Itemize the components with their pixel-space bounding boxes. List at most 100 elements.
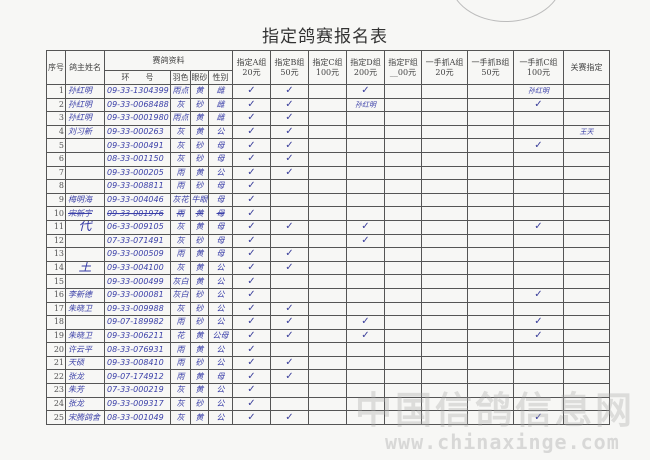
watermark-name: 中国信鸽信息网: [355, 389, 635, 432]
empty-cell: [421, 219, 468, 235]
empty-cell: [384, 274, 422, 289]
check-mark-icon: ✓: [232, 355, 271, 371]
empty-cell: [308, 410, 347, 425]
feather-color: 雨: [170, 342, 191, 357]
row-number: 17: [46, 301, 66, 317]
check-mark-icon: ✓: [270, 138, 309, 153]
owner-name: 天硕: [65, 355, 105, 371]
empty-cell: [346, 301, 385, 317]
check-mark-icon: ✓: [270, 260, 309, 276]
form-title: 指定鸽赛报名表: [262, 27, 388, 47]
ring-number: 09-07-189982: [104, 315, 171, 330]
empty-cell: [384, 233, 422, 249]
empty-cell: [563, 206, 610, 221]
feather-color: 花: [170, 328, 191, 344]
owner-name: [65, 151, 105, 167]
check-mark-icon: ✓: [232, 219, 271, 235]
check-mark-icon: ✓: [513, 287, 564, 303]
empty-cell: [563, 355, 610, 371]
check-mark-icon: ✓: [232, 301, 271, 317]
table-row: 13 09-33-000509 雨黄母 ✓ ✓: [46, 247, 610, 262]
owner-name: 刘习新: [65, 124, 105, 140]
empty-cell: [421, 165, 468, 181]
ring-number: 09-07-174912: [104, 369, 171, 385]
check-mark-icon: ✓: [232, 138, 271, 153]
row-number: 1: [46, 84, 66, 99]
sex: 公: [208, 301, 233, 317]
eye-sand: 黄: [190, 165, 209, 181]
empty-cell: [467, 206, 514, 221]
header-pigeon-info: 赛鸽资料: [104, 50, 233, 71]
table-row: 19 朱晓卫 09-33-006211 花黄公母 ✓ ✓ ✓ ✓: [46, 328, 610, 344]
ring-number: 09-33-008410: [104, 355, 171, 371]
feather-color: 雨: [170, 247, 191, 262]
empty-cell: [308, 84, 347, 99]
ring-number: 07-33-000219: [104, 383, 171, 398]
ring-number: 08-33-001150: [104, 151, 171, 167]
group-fee: 20元: [435, 67, 454, 77]
owner-name: [65, 315, 105, 330]
empty-cell: [384, 328, 422, 344]
owner-name: 张龙: [65, 369, 105, 385]
check-mark-icon: ✓: [270, 124, 309, 140]
empty-cell: [513, 124, 564, 140]
sex: 公: [208, 287, 233, 303]
empty-cell: [346, 124, 385, 140]
empty-cell: [467, 219, 514, 235]
owner-name: 朱芳: [65, 383, 105, 398]
empty-cell: [467, 301, 514, 317]
eye-sand: 黄: [190, 410, 209, 425]
row-number: 25: [46, 410, 66, 425]
check-mark-icon: ✓: [232, 315, 271, 330]
sex: 公母: [208, 328, 233, 344]
feather-color: 雨: [170, 315, 191, 330]
empty-cell: [384, 124, 422, 140]
empty-cell: [421, 315, 468, 330]
eye-sand: 砂: [190, 179, 209, 194]
empty-cell: [563, 151, 610, 167]
row-number: 15: [46, 274, 66, 289]
empty-cell: [421, 111, 468, 126]
table-row: 12 07-33-071491 灰砂母 ✓ ✓: [46, 233, 610, 249]
empty-cell: [563, 84, 610, 99]
feather-color: 灰: [170, 396, 191, 412]
empty-cell: [384, 287, 422, 303]
owner-name: 代: [65, 219, 105, 235]
group-fee: 100元: [315, 67, 340, 77]
empty-cell: [513, 111, 564, 126]
header-group-yb: 一手抓B组 50元: [467, 50, 514, 85]
row-number: 2: [46, 97, 66, 113]
group-label: 一手抓A组: [425, 57, 464, 67]
check-mark-icon: ✓: [513, 138, 564, 153]
watermark-url: www.chinaxinge.com: [385, 430, 620, 454]
header-group-ya: 一手抓A组 20元: [421, 50, 468, 85]
sex: 公: [208, 342, 233, 357]
sex: 公: [208, 260, 233, 276]
owner-name: [65, 233, 105, 249]
empty-cell: [513, 165, 564, 181]
empty-cell: [563, 219, 610, 235]
sex: 母: [208, 151, 233, 167]
check-mark-icon: ✓: [513, 97, 564, 113]
feather-color: 灰白: [170, 274, 191, 289]
eye-sand: 黄: [190, 369, 209, 385]
row-number: 12: [46, 233, 66, 249]
check-mark-icon: ✓: [270, 247, 309, 262]
empty-cell: [346, 287, 385, 303]
empty-cell: [563, 179, 610, 194]
row-number: 6: [46, 151, 66, 167]
eye-sand: 黄: [190, 383, 209, 398]
empty-cell: [270, 179, 309, 194]
empty-cell: [467, 151, 514, 167]
empty-cell: [308, 233, 347, 249]
eye-sand: 砂: [190, 301, 209, 317]
table-row: 7 09-33-000205 雨黄公 ✓ ✓: [46, 165, 610, 181]
row-number: 16: [46, 287, 66, 303]
owner-name: 王: [65, 260, 105, 276]
owner-name: 孙红明: [65, 97, 105, 113]
sex: 公: [208, 165, 233, 181]
group-label: 一手抓B组: [471, 57, 510, 67]
empty-cell: [384, 219, 422, 235]
empty-cell: [467, 165, 514, 181]
empty-cell: [563, 138, 610, 153]
